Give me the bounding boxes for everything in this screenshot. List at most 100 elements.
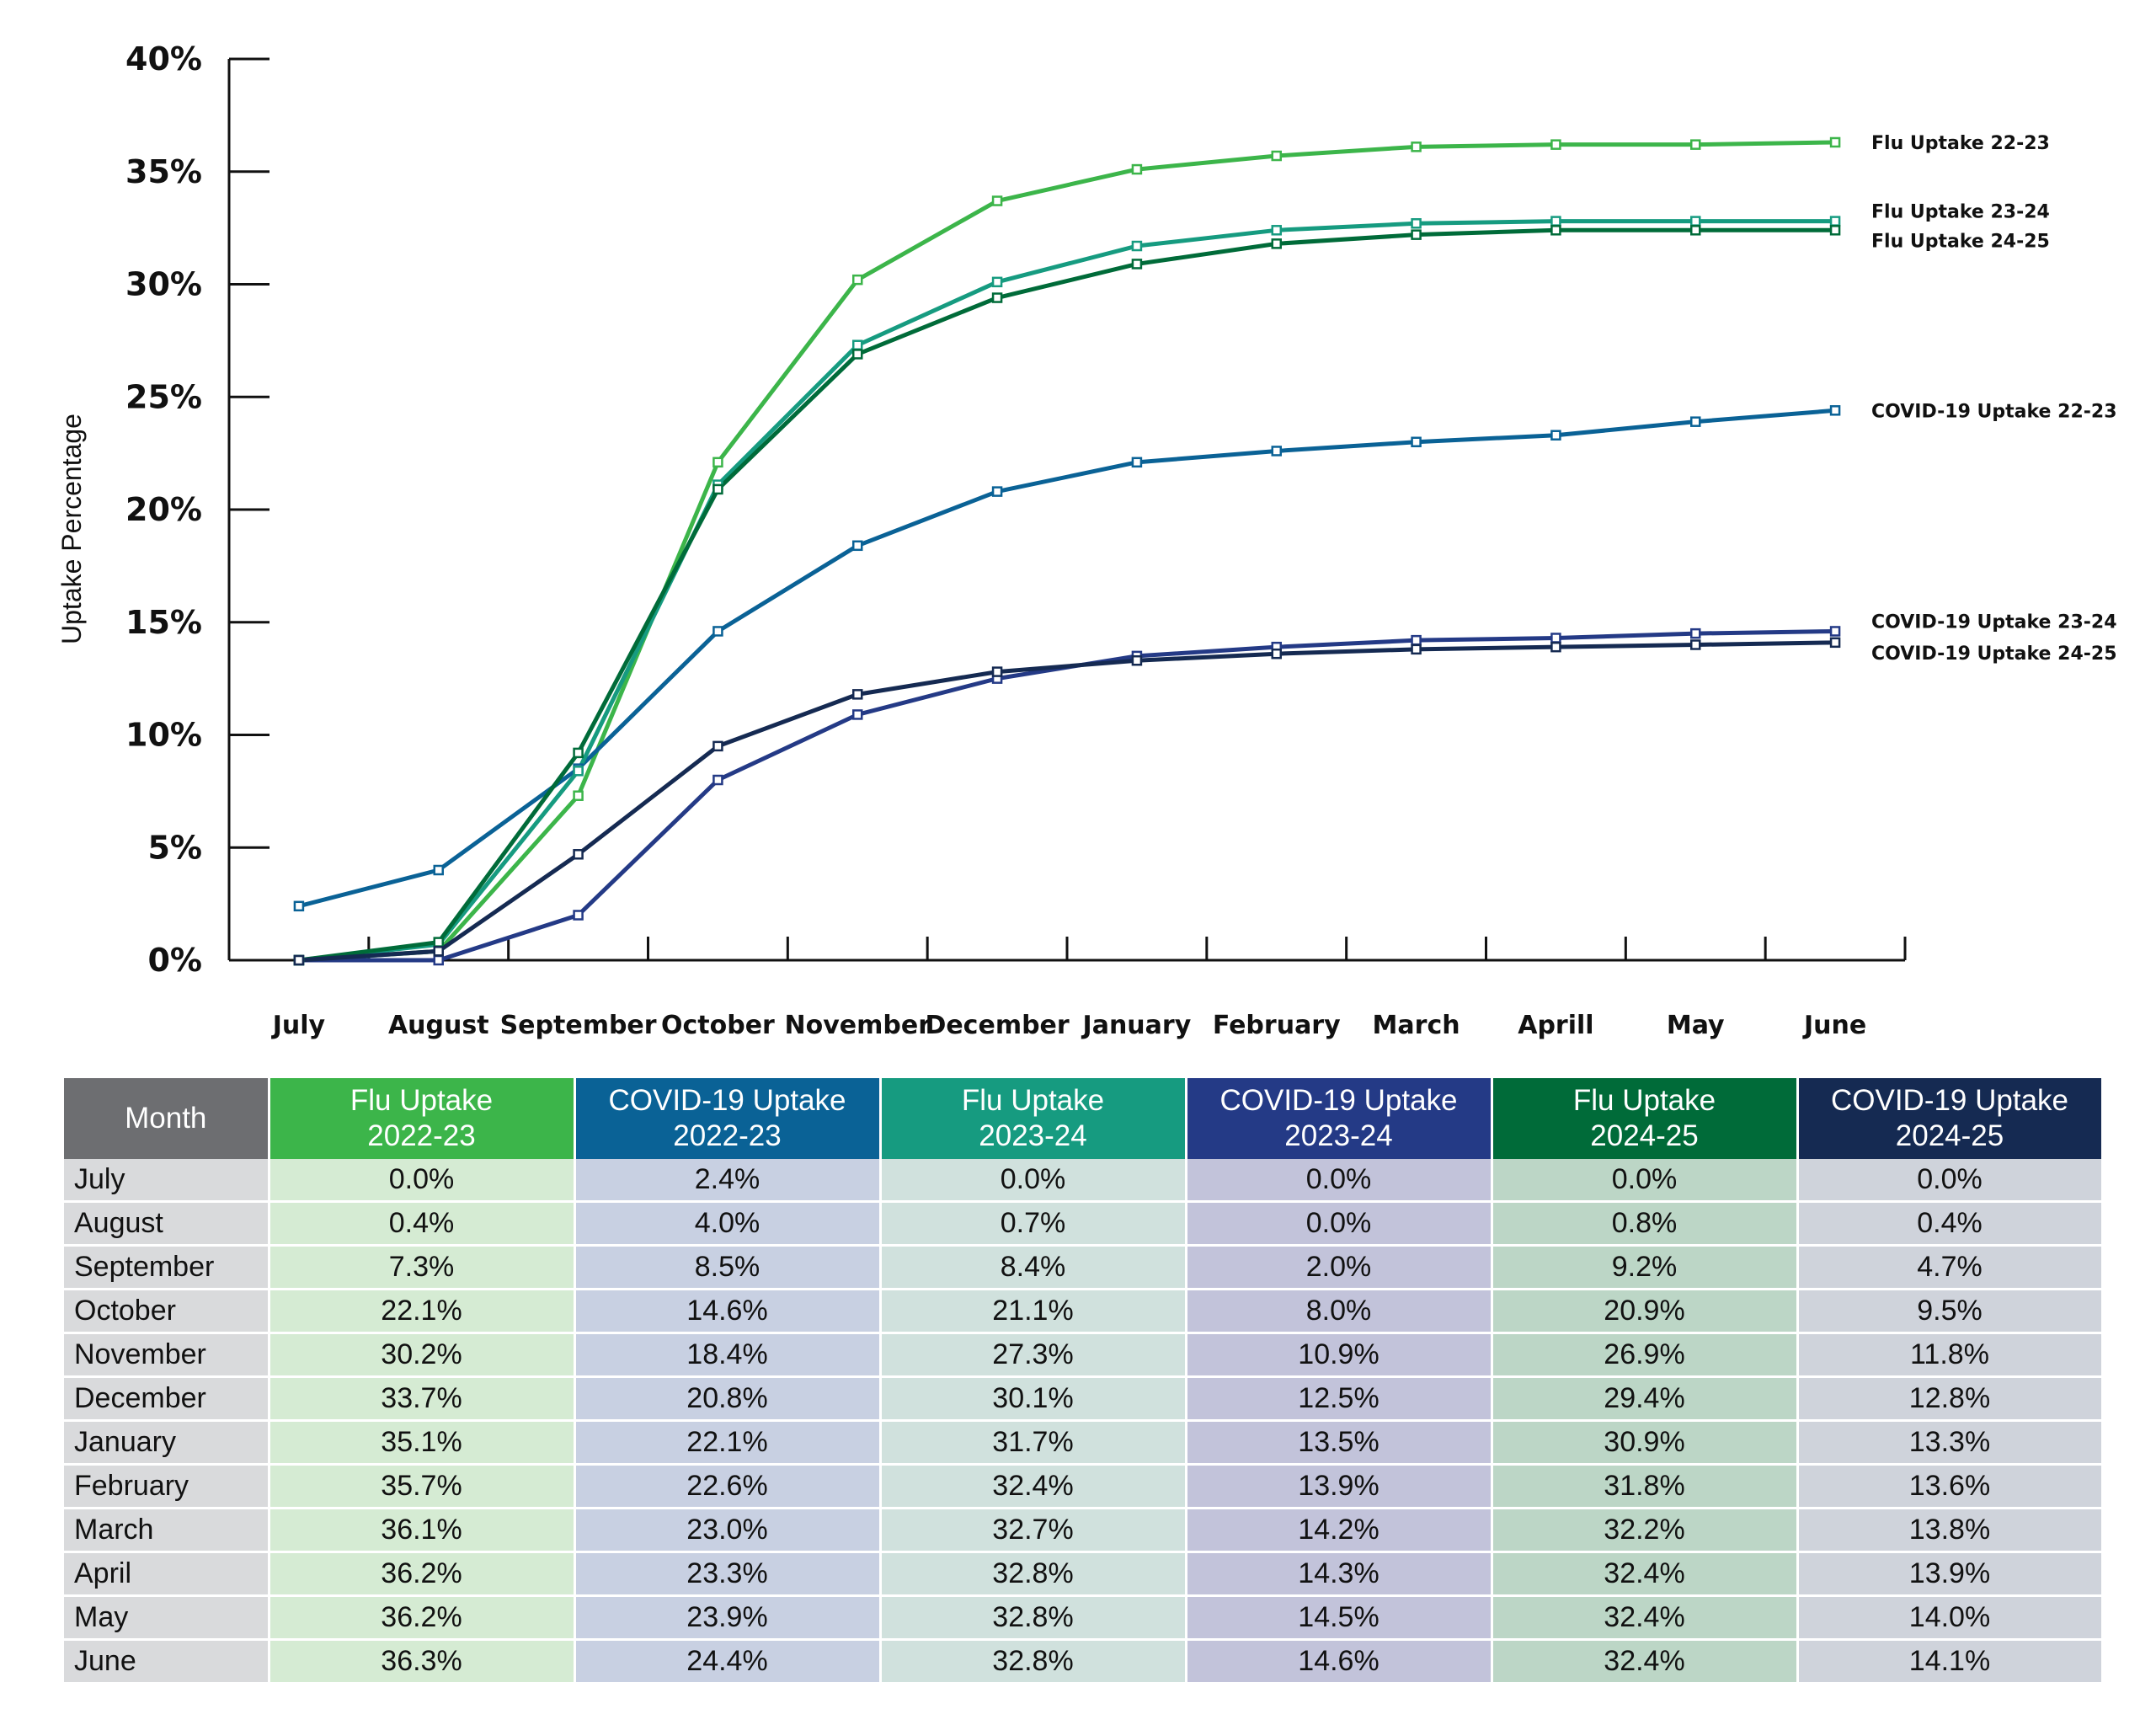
data-point — [1550, 430, 1561, 441]
value-cell: 32.7% — [880, 1508, 1187, 1553]
value-cell: 20.9% — [1492, 1289, 1799, 1334]
data-point — [1550, 225, 1561, 236]
value-cell: 32.8% — [880, 1639, 1187, 1685]
value-cell: 0.4% — [269, 1201, 576, 1247]
series-end-label: Flu Uptake 22-23 — [1871, 133, 2050, 154]
column-header: COVID-19 Uptake 2024-25 — [1797, 1078, 2104, 1159]
y-axis-label: Uptake Percentage — [56, 414, 87, 644]
data-point — [852, 709, 863, 720]
month-cell: October — [64, 1289, 270, 1334]
month-cell: December — [64, 1376, 270, 1422]
data-point — [1411, 644, 1422, 655]
y-tick-label: 10% — [125, 717, 202, 754]
data-point — [1550, 216, 1561, 227]
data-point — [573, 849, 584, 860]
data-point — [1550, 641, 1561, 653]
x-tick-label: Aprill — [1518, 1011, 1593, 1040]
series-line — [298, 140, 1836, 963]
value-cell: 13.9% — [1797, 1551, 2104, 1597]
x-tick-label: January — [1081, 1011, 1192, 1040]
table-row: December 33.7% 20.8% 30.1% 12.5% 29.4% 12.8% — [64, 1376, 2104, 1422]
table-header-row: Month Flu Uptake 2022-23 COVID-19 Uptake 20… — [64, 1078, 2104, 1159]
data-point — [1550, 633, 1561, 644]
data-point — [1829, 216, 1841, 227]
x-tick-label: October — [661, 1011, 775, 1040]
data-point — [1131, 654, 1143, 666]
data-point — [1131, 163, 1143, 175]
data-point — [433, 937, 444, 948]
value-cell: 0.0% — [1186, 1159, 1493, 1203]
data-point — [852, 349, 863, 360]
value-cell: 30.1% — [880, 1376, 1187, 1422]
data-point — [433, 946, 444, 957]
y-tick-label: 35% — [125, 153, 202, 190]
value-cell: 11.8% — [1797, 1332, 2104, 1378]
series-line — [298, 219, 1836, 963]
table-row: February 35.7% 22.6% 32.4% 13.9% 31.8% 13.6% — [64, 1464, 2104, 1509]
value-cell: 0.0% — [880, 1159, 1187, 1203]
data-point — [852, 274, 863, 286]
data-point — [1690, 416, 1701, 427]
value-cell: 29.4% — [1492, 1376, 1799, 1422]
table-row: January 35.1% 22.1% 31.7% 13.5% 30.9% 13.3% — [64, 1420, 2104, 1466]
data-point — [1411, 634, 1422, 646]
data-point — [852, 540, 863, 552]
value-cell: 32.8% — [880, 1551, 1187, 1597]
value-cell: 0.0% — [269, 1159, 576, 1203]
value-cell: 31.7% — [880, 1420, 1187, 1466]
data-point — [991, 486, 1003, 497]
month-column-header: Month — [64, 1078, 270, 1159]
column-header: COVID-19 Uptake 2022-23 — [574, 1078, 882, 1159]
month-cell: June — [64, 1639, 270, 1685]
value-cell: 23.3% — [574, 1551, 882, 1597]
column-header-title: Flu Uptake — [350, 1084, 494, 1117]
value-cell: 32.4% — [880, 1464, 1187, 1509]
value-cell: 0.7% — [880, 1201, 1187, 1247]
value-cell: 21.1% — [880, 1289, 1187, 1334]
data-point — [1829, 225, 1841, 236]
value-cell: 0.8% — [1492, 1201, 1799, 1247]
value-cell: 32.4% — [1492, 1595, 1799, 1641]
value-cell: 30.2% — [269, 1332, 576, 1378]
value-cell: 0.0% — [1492, 1159, 1799, 1203]
data-point — [573, 910, 584, 921]
data-point — [712, 457, 723, 468]
y-tick-label: 30% — [125, 266, 202, 303]
value-cell: 7.3% — [269, 1245, 576, 1290]
y-tick-label: 40% — [125, 40, 202, 77]
data-point — [1271, 150, 1282, 162]
data-point — [1690, 639, 1701, 650]
value-cell: 22.6% — [574, 1464, 882, 1509]
data-point — [1829, 626, 1841, 637]
x-tick-label: August — [388, 1011, 489, 1040]
column-header: Flu Uptake 2024-25 — [1492, 1078, 1799, 1159]
value-cell: 0.0% — [1797, 1159, 2104, 1203]
table-row: March 36.1% 23.0% 32.7% 14.2% 32.2% 13.8% — [64, 1508, 2104, 1553]
month-cell: April — [64, 1551, 270, 1597]
column-header-title: COVID-19 Uptake — [608, 1084, 846, 1117]
table-row: September 7.3% 8.5% 8.4% 2.0% 9.2% 4.7% — [64, 1245, 2104, 1290]
month-cell: November — [64, 1332, 270, 1378]
value-cell: 14.5% — [1186, 1595, 1493, 1641]
column-header-title: COVID-19 Uptake — [1830, 1084, 2069, 1117]
value-cell: 12.5% — [1186, 1376, 1493, 1422]
y-tick-label: 5% — [147, 829, 202, 866]
data-point — [712, 483, 723, 495]
column-header-season: 2023-24 — [979, 1119, 1087, 1152]
data-point — [1131, 457, 1143, 468]
data-point — [1829, 136, 1841, 148]
value-cell: 35.1% — [269, 1420, 576, 1466]
value-cell: 32.4% — [1492, 1551, 1799, 1597]
data-point — [433, 864, 444, 876]
data-point — [1411, 229, 1422, 240]
data-point — [1271, 238, 1282, 249]
value-cell: 36.3% — [269, 1639, 576, 1685]
data-point — [293, 900, 305, 912]
column-header: Flu Uptake 2023-24 — [880, 1078, 1187, 1159]
value-cell: 8.0% — [1186, 1289, 1493, 1334]
data-point — [293, 954, 305, 966]
table-row: November 30.2% 18.4% 27.3% 10.9% 26.9% 11.8% — [64, 1332, 2104, 1378]
value-cell: 8.5% — [574, 1245, 882, 1290]
series-line — [298, 640, 1836, 963]
value-cell: 13.9% — [1186, 1464, 1493, 1509]
